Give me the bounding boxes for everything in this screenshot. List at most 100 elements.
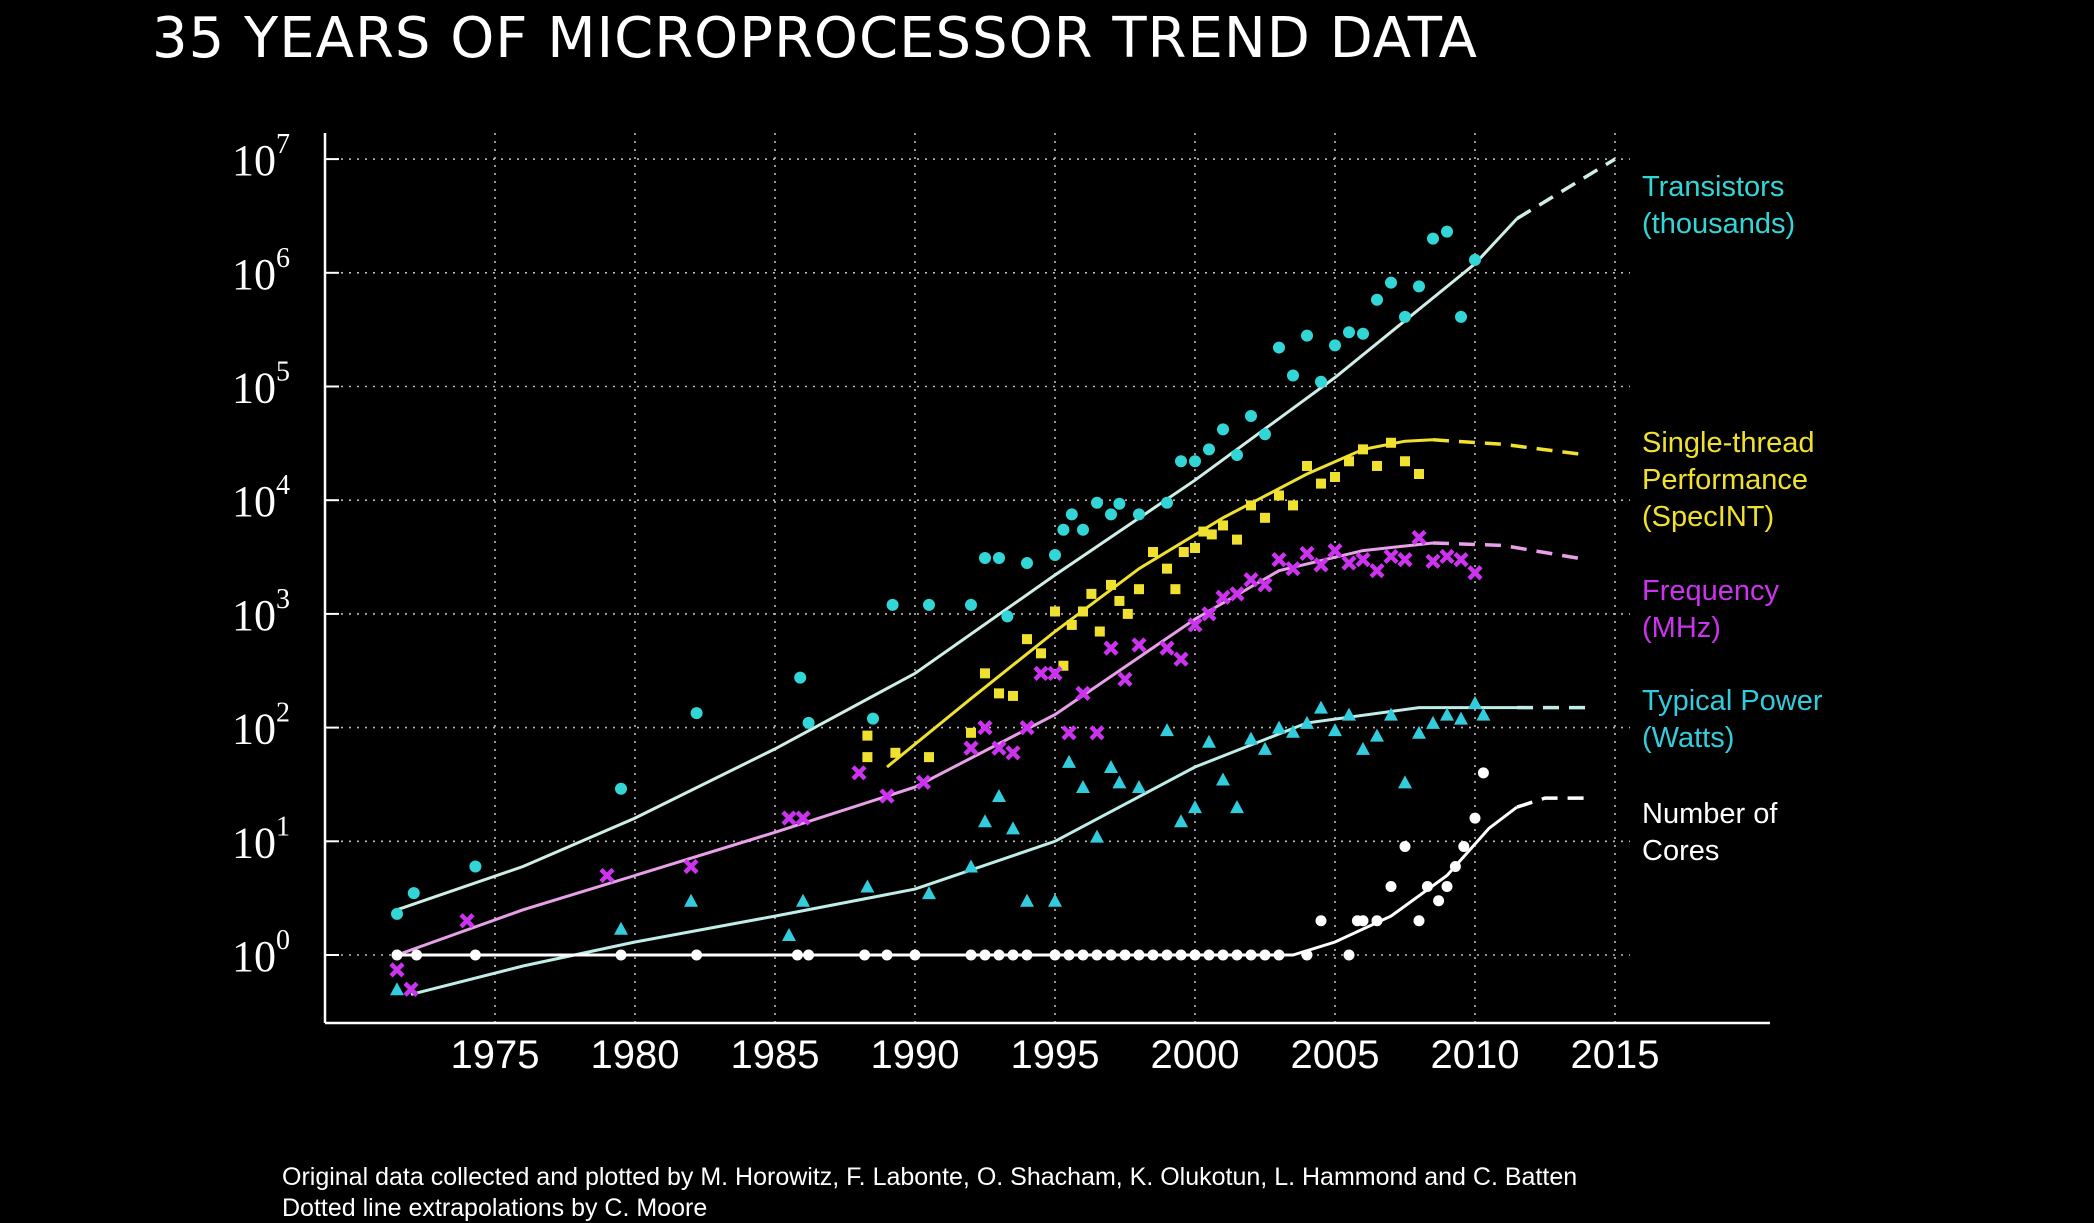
power-point <box>1160 723 1174 737</box>
transistors-point <box>1133 508 1145 521</box>
transistors-point <box>1329 339 1341 352</box>
cores-point <box>803 949 815 961</box>
cores-point <box>691 949 703 961</box>
y-tick-label: 107 <box>232 129 290 185</box>
frequency-point <box>1369 563 1385 579</box>
power-point <box>1076 780 1090 794</box>
frequency-point <box>1341 555 1357 571</box>
transistors-point <box>615 782 627 795</box>
cores-point <box>993 949 1005 961</box>
power-point <box>1412 725 1426 739</box>
power-point <box>614 921 628 935</box>
cores-point <box>1161 949 1173 961</box>
power-point <box>1112 775 1127 789</box>
series-label-power: Typical Power <box>1642 685 1823 717</box>
series-label-transistors: Transistors <box>1642 171 1784 203</box>
power-point <box>1356 741 1370 755</box>
cores-point <box>909 949 921 961</box>
performance-point <box>1066 619 1077 630</box>
cores-point <box>469 949 481 961</box>
transistors-point <box>407 887 420 900</box>
performance-point <box>1386 437 1396 448</box>
cores-point <box>1119 949 1131 961</box>
x-tick-label: 1980 <box>591 1033 680 1077</box>
frequency-point <box>1075 685 1091 701</box>
frequency-point <box>977 720 993 736</box>
y-tick-label: 102 <box>232 698 290 754</box>
frequency-point <box>1299 545 1315 562</box>
transistors-point <box>1021 557 1033 570</box>
frequency-point <box>459 913 475 929</box>
cores-point <box>1105 949 1117 961</box>
cores-point <box>615 949 627 961</box>
frequency-point <box>1229 586 1245 602</box>
frequency-point <box>1131 637 1147 653</box>
cores-point <box>1357 915 1369 927</box>
power-point <box>684 893 698 907</box>
frequency-point <box>1425 553 1441 569</box>
power-point <box>964 859 978 873</box>
cores-point <box>1441 881 1453 893</box>
x-tick-label: 2015 <box>1571 1033 1660 1077</box>
transistors-point <box>1385 276 1397 289</box>
power-point <box>978 814 992 828</box>
transistors-point <box>1287 369 1299 382</box>
frequency-point <box>1047 665 1063 681</box>
cores-point <box>411 949 423 961</box>
frequency-point <box>1257 577 1273 593</box>
cores-point <box>1245 949 1257 961</box>
transistors-point <box>1203 443 1215 456</box>
power-point <box>1104 760 1118 774</box>
performance-point <box>1372 460 1382 471</box>
power-point <box>1314 700 1328 714</box>
trend-extrapolation-transistors <box>1516 157 1616 221</box>
performance-point <box>1122 608 1133 619</box>
frequency-point <box>991 740 1007 756</box>
frequency-point <box>1467 565 1483 581</box>
power-point <box>922 886 936 900</box>
transistors-point <box>1455 310 1467 323</box>
series-label-performance: (SpecINT) <box>1642 501 1774 533</box>
performance-point <box>1114 595 1125 606</box>
performance-point <box>1232 534 1242 545</box>
cores-point <box>1413 915 1425 927</box>
transistors-point <box>1091 496 1103 509</box>
series-label-frequency: (MHz) <box>1642 612 1721 644</box>
performance-point <box>980 668 990 679</box>
cores-point <box>1371 915 1383 927</box>
y-tick-label: 105 <box>232 357 290 413</box>
transistors-point <box>1057 523 1070 536</box>
performance-point <box>1008 690 1018 701</box>
performance-point <box>1036 648 1046 659</box>
trend-line-frequency <box>396 541 1434 957</box>
transistors-point <box>690 707 703 720</box>
power-point <box>1370 728 1384 742</box>
series-label-cores: Number of <box>1642 798 1778 830</box>
transistors-point <box>979 552 991 565</box>
frequency-point <box>1383 548 1399 565</box>
frequency-point <box>1061 725 1077 741</box>
frequency-point <box>1327 543 1343 559</box>
frequency-point <box>1103 640 1119 656</box>
data-points <box>389 225 1491 997</box>
frequency-point <box>1117 671 1133 687</box>
transistors-point <box>886 598 899 611</box>
performance-point <box>1218 520 1228 531</box>
credit-line: Dotted line extrapolations by C. Moore <box>282 1194 708 1222</box>
trend-extrapolation-cores <box>1516 796 1587 809</box>
power-point <box>1398 775 1412 789</box>
frequency-point <box>879 788 895 804</box>
power-point <box>796 893 810 907</box>
frequency-point <box>1355 552 1371 568</box>
x-tick-label: 1990 <box>871 1033 960 1077</box>
trend-lines <box>396 157 1616 996</box>
cores-point <box>1147 949 1159 961</box>
transistors-point <box>1161 496 1173 509</box>
cores-point <box>1385 881 1397 893</box>
transistors-point <box>1441 225 1453 238</box>
performance-point <box>1162 563 1172 574</box>
x-axis-ticks: 1975 1980 1985 1990 1995 2000 2005 2010 2015 <box>451 1033 1660 1077</box>
cores-point <box>1049 949 1061 961</box>
series-label-frequency: Frequency <box>1642 575 1780 607</box>
performance-point <box>890 747 901 758</box>
